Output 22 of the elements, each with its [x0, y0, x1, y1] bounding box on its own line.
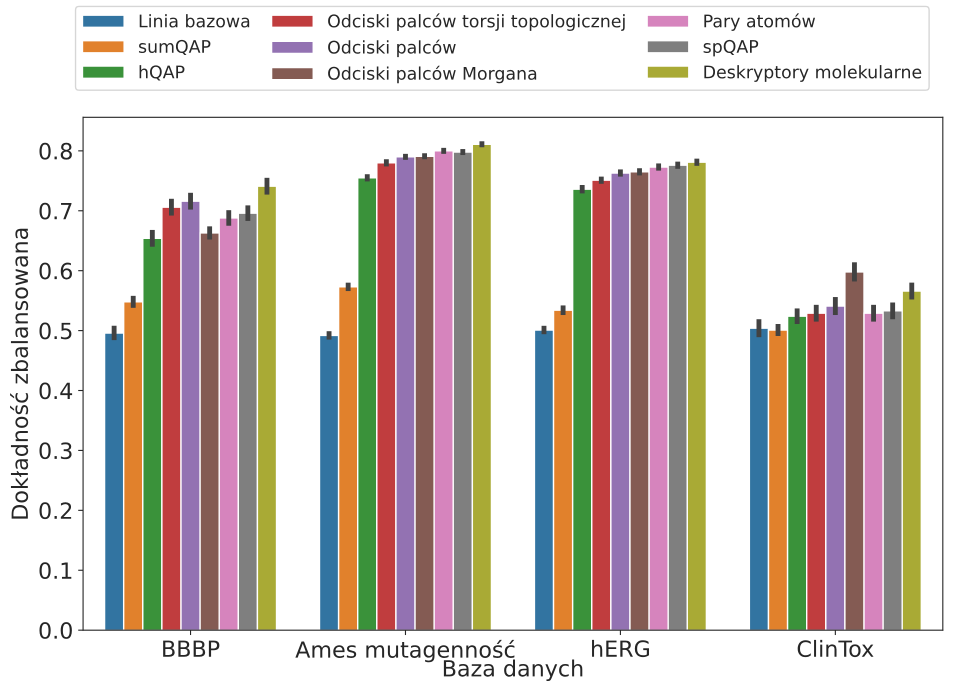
y-tick-label: 0.7	[39, 202, 72, 220]
legend-label: sumQAP	[138, 40, 210, 56]
y-tick-label: 0.1	[39, 562, 72, 580]
legend-label: Pary atomów	[704, 13, 816, 31]
legend-label: Odciski palców torsji topologicznej	[328, 13, 625, 31]
y-tick-label: 0.6	[39, 262, 72, 280]
y-axis-title: Dokładność zbalansowana	[10, 228, 28, 519]
y-tick-label: 0.2	[39, 502, 72, 520]
legend-label: Odciski palców Morgana	[328, 66, 536, 84]
x-tick-label: ClinTox	[798, 640, 874, 658]
legend-label: spQAP	[704, 40, 758, 56]
legend-label: Deskryptory molekularne	[704, 65, 922, 82]
x-tick-label: BBBP	[163, 640, 220, 657]
legend-label: Odciski palców	[328, 40, 456, 58]
y-tick-label: 0.0	[39, 622, 72, 639]
legend-label: hQAP	[140, 65, 184, 81]
y-tick-label: 0.4	[39, 382, 72, 400]
x-tick-label: hERG	[592, 640, 649, 658]
y-tick-label: 0.8	[39, 142, 72, 160]
legend-label: Linia bazowa	[140, 14, 250, 28]
y-tick-label: 0.3	[39, 442, 72, 460]
y-tick-label: 0.5	[39, 322, 72, 340]
